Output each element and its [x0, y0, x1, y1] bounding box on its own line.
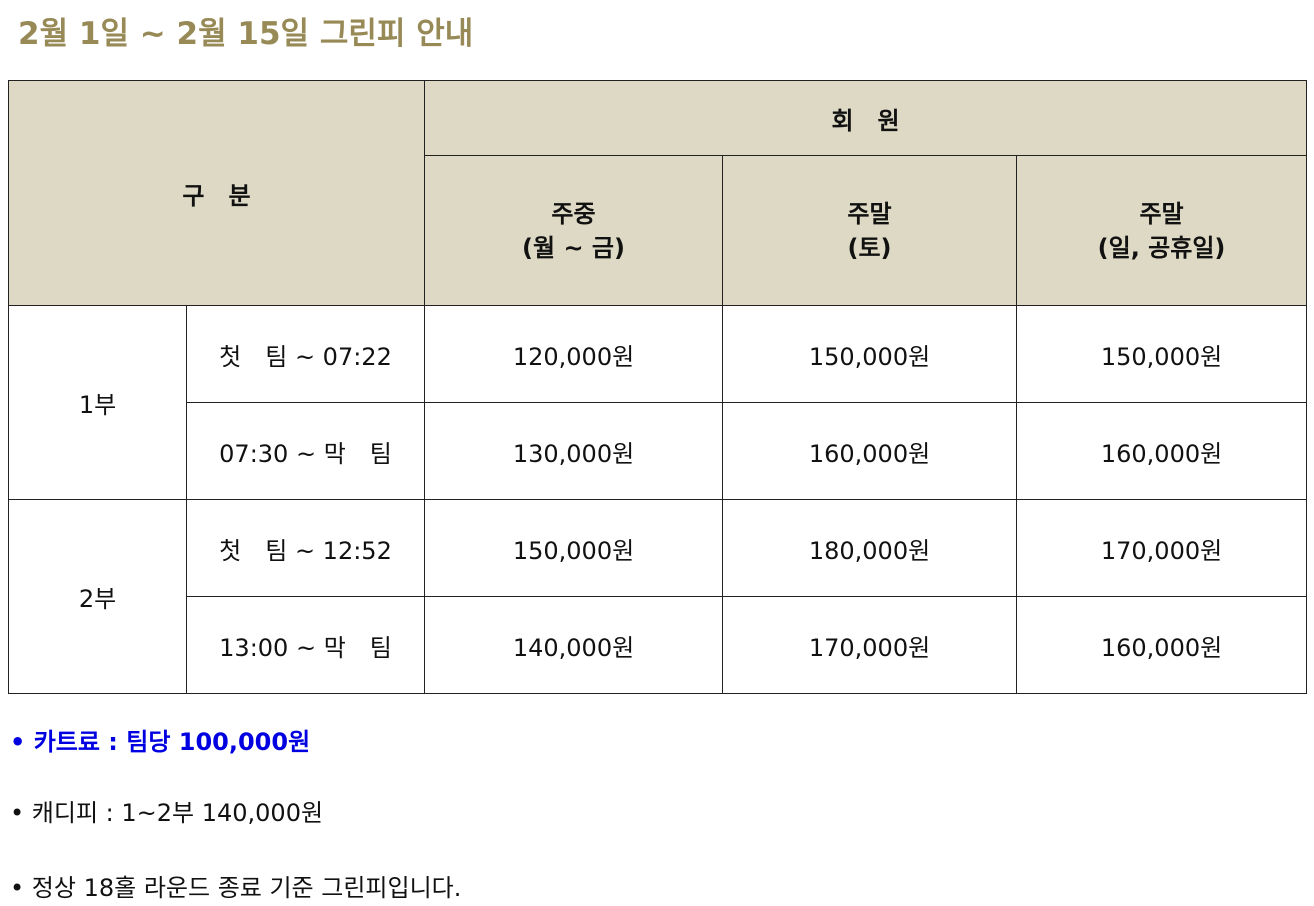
time-range: 첫 팀 ~ 12:52 [185, 499, 426, 597]
price-cell: 150,000원 [424, 499, 724, 597]
price-cell: 150,000원 [1016, 305, 1308, 403]
table-row: 1부 첫 팀 ~ 07:22 120,000원 150,000원 150,000… [8, 305, 1308, 500]
column-header-saturday: 주말 (토) [722, 155, 1018, 306]
price-cell: 170,000원 [722, 596, 1018, 694]
cart-fee-note: • 카트료 : 팀당 100,000원 [10, 728, 311, 756]
column-sublabel: (토) [847, 233, 892, 262]
price-cell: 180,000원 [722, 499, 1018, 597]
time-range: 07:30 ~ 막 팀 [185, 402, 426, 500]
table-row: 13:00 ~ 막 팀 140,000원 170,000원 160,000원 [9, 596, 1308, 694]
basis-note: • 정상 18홀 라운드 종료 기준 그린피입니다. [10, 874, 462, 902]
group-label: 1부 [8, 305, 187, 500]
time-range: 13:00 ~ 막 팀 [185, 596, 426, 694]
price-cell: 160,000원 [1016, 596, 1308, 694]
price-cell: 120,000원 [424, 305, 724, 403]
column-sublabel: (월 ~ 금) [522, 233, 625, 262]
time-range: 첫 팀 ~ 07:22 [185, 305, 426, 403]
column-label: 주말 [847, 199, 892, 228]
price-cell: 130,000원 [424, 402, 724, 500]
price-cell: 160,000원 [722, 402, 1018, 500]
column-sublabel: (일, 공휴일) [1097, 233, 1226, 262]
column-header-sunday-holiday: 주말 (일, 공휴일) [1016, 155, 1308, 306]
column-label: 주중 [551, 199, 596, 228]
column-label: 주말 [1139, 199, 1184, 228]
table-row: 2부 첫 팀 ~ 12:52 150,000원 180,000원 170,000… [8, 499, 1308, 694]
price-cell: 160,000원 [1016, 402, 1308, 500]
price-cell: 140,000원 [424, 596, 724, 694]
page-title: 2월 1일 ~ 2월 15일 그린피 안내 [18, 16, 474, 52]
table-row: 07:30 ~ 막 팀 130,000원 160,000원 160,000원 [9, 402, 1308, 500]
category-header: 구 분 [7, 80, 426, 306]
member-header: 회 원 [424, 80, 1308, 156]
price-cell: 150,000원 [722, 305, 1018, 403]
column-header-weekday: 주중 (월 ~ 금) [424, 155, 724, 306]
price-cell: 170,000원 [1016, 499, 1308, 597]
caddie-fee-note: • 캐디피 : 1~2부 140,000원 [10, 799, 324, 827]
group-label: 2부 [8, 499, 187, 694]
green-fee-table: 구 분 회 원 주중 (월 ~ 금) 주말 (토) 주말 (일, 공휴일) 1부 첫 … [7, 80, 1308, 694]
